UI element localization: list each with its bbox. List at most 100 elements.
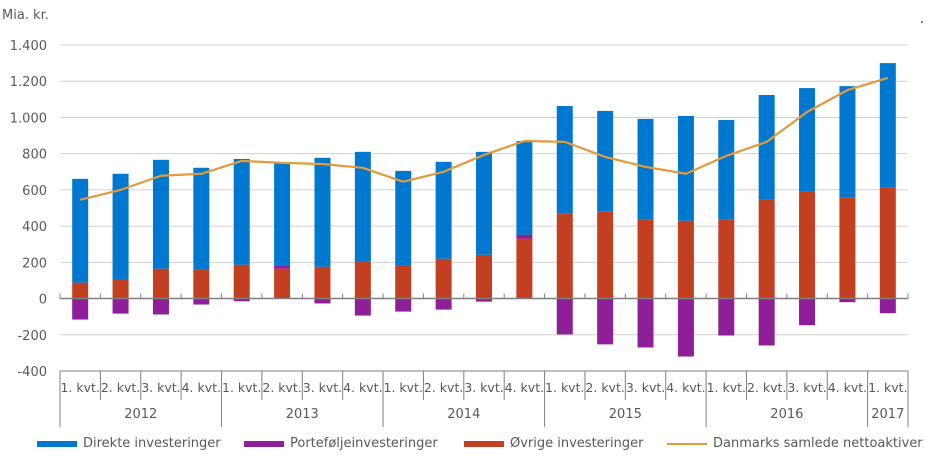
bar-øvrige-investeringer [72, 282, 89, 299]
legend-item-portfolio: Porteføljeinvesteringer [244, 436, 438, 451]
bar-porteføljeinvesteringer [274, 265, 291, 269]
x-tick-label: 1. kvt. [60, 380, 99, 395]
x-axis [59, 293, 909, 372]
legend-label-direct: Direkte investeringer [83, 436, 221, 451]
net-assets-line-path [79, 76, 889, 201]
x-tick-label: 1. kvt. [707, 380, 746, 395]
year-label: 2015 [609, 407, 642, 422]
bar-direkte-investeringer [274, 162, 291, 266]
bar-øvrige-investeringer [274, 268, 291, 299]
bar-porteføljeinvesteringer [112, 298, 129, 314]
y-axis-unit-label: Mia. kr. [2, 8, 49, 23]
y-tick-label: 600 [22, 184, 47, 199]
y-tick-label: -400 [17, 365, 47, 380]
bar-øvrige-investeringer [597, 211, 614, 299]
year-label: 2017 [871, 407, 904, 422]
bar-øvrige-investeringer [839, 197, 856, 299]
bar-porteføljeinvesteringer [677, 298, 694, 357]
legend-swatch-portfolio [244, 440, 284, 447]
x-tick-label: 1. kvt. [868, 380, 907, 395]
bar-direkte-investeringer [516, 140, 533, 235]
bar-porteføljeinvesteringer [758, 298, 775, 346]
corner-dot [921, 21, 923, 23]
bar-porteføljeinvesteringer [152, 298, 169, 315]
bar-porteføljeinvesteringer [718, 298, 735, 336]
bar-direkte-investeringer [152, 159, 169, 269]
bar-direkte-investeringer [476, 151, 492, 255]
x-tick-label: 4. kvt. [182, 380, 221, 395]
x-tick-label: 2. kvt. [424, 380, 463, 395]
y-tick-label: 800 [22, 148, 47, 163]
year-label: 2014 [447, 407, 480, 422]
bar-øvrige-investeringer [718, 219, 735, 299]
year-label: 2016 [770, 407, 803, 422]
legend-swatch-net-assets [667, 442, 707, 445]
x-tick-label: 3. kvt. [787, 380, 826, 395]
bar-øvrige-investeringer [758, 199, 775, 299]
bar-direkte-investeringer [597, 110, 614, 212]
legend: Direkte investeringer Porteføljeinvester… [0, 436, 940, 456]
bar-porteføljeinvesteringer [799, 298, 816, 326]
bar-øvrige-investeringer [556, 213, 573, 299]
x-tick-label: 4. kvt. [343, 380, 382, 395]
x-tick-label: 3. kvt. [303, 380, 342, 395]
x-tick-label: 1. kvt. [222, 380, 261, 395]
x-tick-label: 3. kvt. [141, 380, 180, 395]
x-tick-label: 4. kvt. [666, 380, 705, 395]
legend-label-net-assets: Danmarks samlede nettoaktiver [713, 436, 923, 451]
y-axis-ticks: -400 -200 0 200 400 600 800 1.000 1.200 1.400 [10, 39, 47, 380]
legend-item-net-assets: Danmarks samlede nettoaktiver [667, 436, 923, 451]
bar-porteføljeinvesteringer [193, 298, 210, 305]
y-tick-label: 1.200 [10, 75, 47, 90]
bar-direkte-investeringer [193, 167, 210, 270]
bar-direkte-investeringer [72, 178, 89, 283]
x-tick-label: 2. kvt. [585, 380, 624, 395]
x-tick-label: 4. kvt. [828, 380, 867, 395]
bar-porteføljeinvesteringer [314, 298, 331, 304]
bar-porteføljeinvesteringer [637, 298, 654, 348]
bar-direkte-investeringer [637, 118, 654, 220]
legend-item-other: Øvrige investeringer [464, 436, 643, 451]
bar-øvrige-investeringer [799, 191, 816, 299]
bar-porteføljeinvesteringer [597, 298, 614, 345]
bar-direkte-investeringer [758, 94, 775, 200]
bar-porteføljeinvesteringer [556, 298, 573, 335]
bar-direkte-investeringer [233, 158, 250, 265]
bar-direkte-investeringer [677, 115, 694, 221]
bar-direkte-investeringer [354, 151, 371, 262]
bar-øvrige-investeringer [112, 279, 129, 299]
x-axis-labels: 1. kvt. 2. kvt. 3. kvt. 4. kvt. 1. kvt. 2. kv… [59, 371, 909, 427]
bar-øvrige-investeringer [637, 219, 654, 299]
bar-øvrige-investeringer [193, 269, 210, 299]
bar-porteføljeinvesteringer [839, 298, 856, 303]
x-tick-label: 2. kvt. [747, 380, 786, 395]
year-label: 2013 [286, 407, 319, 422]
x-tick-label: 3. kvt. [626, 380, 665, 395]
bar-direkte-investeringer [879, 63, 896, 188]
legend-item-direct: Direkte investeringer [37, 436, 221, 451]
bar-øvrige-investeringer [677, 220, 694, 299]
bar-øvrige-investeringer [395, 265, 412, 299]
x-tick-label: 1. kvt. [384, 380, 423, 395]
bar-direkte-investeringer [839, 86, 856, 198]
bar-porteføljeinvesteringer [476, 298, 492, 302]
stacked-bar-line-chart: -400 -200 0 200 400 600 800 1.000 1.200 1.400 1. … [10, 39, 909, 427]
bar-øvrige-investeringer [476, 254, 492, 299]
bar-øvrige-investeringer [879, 187, 896, 299]
bar-direkte-investeringer [395, 170, 412, 266]
x-tick-label: 2. kvt. [101, 380, 140, 395]
bar-øvrige-investeringer [435, 258, 452, 299]
y-tick-label: -200 [17, 329, 47, 344]
bar-direkte-investeringer [556, 106, 573, 214]
bar-porteføljeinvesteringer [435, 298, 452, 310]
y-tick-label: 400 [22, 220, 47, 235]
x-tick-label: 1. kvt. [545, 380, 584, 395]
bar-direkte-investeringer [718, 119, 735, 220]
legend-label-other: Øvrige investeringer [510, 436, 644, 451]
bar-porteføljeinvesteringer [354, 298, 371, 316]
legend-swatch-other [464, 440, 504, 447]
bar-porteføljeinvesteringer [879, 298, 896, 314]
bar-porteføljeinvesteringer [516, 234, 533, 239]
x-tick-label: 2. kvt. [262, 380, 301, 395]
net-assets-line [79, 76, 889, 201]
